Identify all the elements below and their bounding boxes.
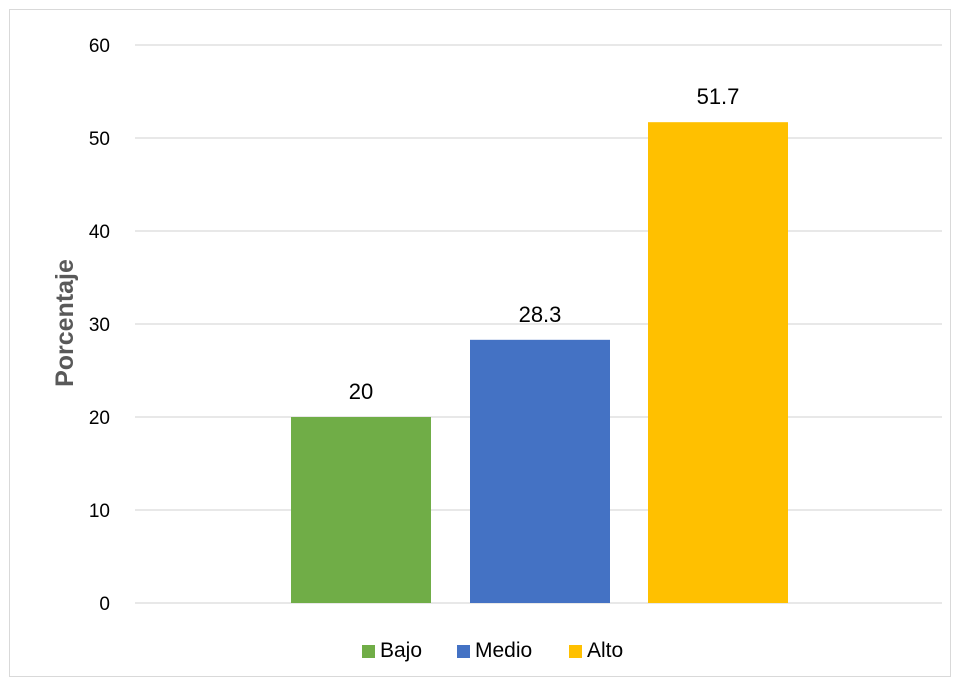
legend-label-bajo: Bajo [380, 639, 422, 662]
data-label-alto: 51.7 [697, 84, 740, 109]
legend-label-alto: Alto [587, 639, 623, 662]
y-axis-title: Porcentaje [51, 259, 79, 387]
y-tick-label: 30 [89, 315, 110, 336]
bar-medio [470, 339, 610, 603]
legend-swatch-alto [569, 645, 582, 658]
y-tick-label: 10 [89, 501, 110, 522]
data-label-bajo: 20 [349, 379, 373, 404]
y-tick-label: 40 [89, 222, 110, 243]
y-tick-label: 0 [99, 594, 110, 615]
bar-alto [648, 122, 788, 603]
y-tick-label: 60 [89, 36, 110, 57]
data-label-medio: 28.3 [519, 302, 562, 327]
y-axis-ticks: 0 10 20 30 40 50 60 [89, 36, 110, 615]
gridlines [135, 44, 942, 604]
data-labels: 20 28.3 51.7 [349, 84, 740, 404]
bar-bajo [291, 417, 431, 603]
y-tick-label: 20 [89, 408, 110, 429]
legend-label-medio: Medio [475, 639, 532, 662]
bars [291, 122, 788, 603]
legend: Bajo Medio Alto [362, 639, 623, 662]
y-tick-label: 50 [89, 129, 110, 150]
legend-swatch-bajo [362, 645, 375, 658]
legend-swatch-medio [457, 645, 470, 658]
